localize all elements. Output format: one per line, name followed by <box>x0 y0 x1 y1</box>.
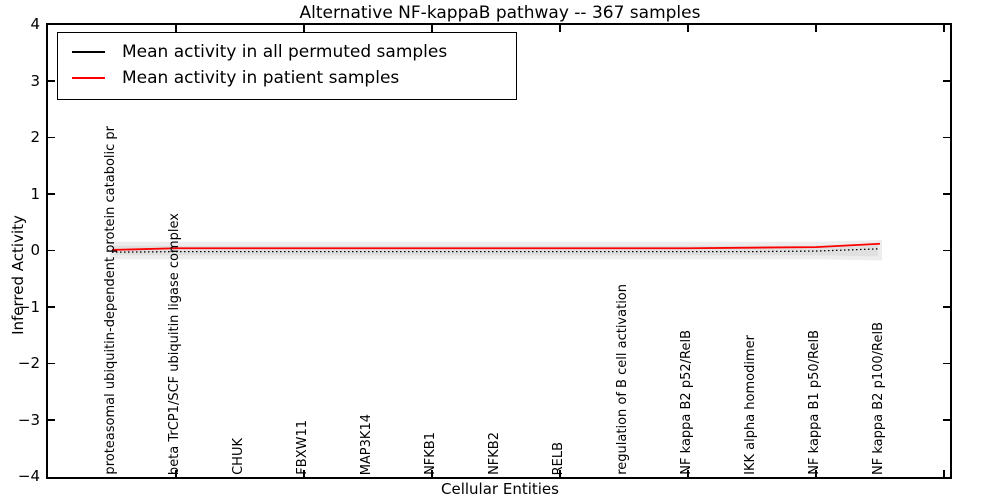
x-tick <box>815 470 817 477</box>
legend-line-swatch <box>72 77 105 79</box>
x-tick <box>303 25 305 32</box>
x-category-label: NF kappa B2 p52/RelB <box>679 330 694 475</box>
y-tick <box>943 306 950 308</box>
x-tick <box>431 25 433 32</box>
x-tick <box>687 25 689 32</box>
x-tick <box>175 25 177 32</box>
y-tick <box>48 249 55 252</box>
y-tick <box>48 306 55 308</box>
series-line-0 <box>111 248 881 253</box>
x-category-label: beta TrCP1/SCF ubiquitin ligase complex <box>167 212 182 475</box>
x-tick <box>431 470 433 477</box>
x-axis-label: Cellular Entities <box>441 480 559 498</box>
x-tick <box>303 470 305 477</box>
y-tick-label: 0 <box>30 241 40 259</box>
data-lines-canvas <box>110 239 882 261</box>
x-category-label: regulation of B cell activation <box>615 284 630 475</box>
y-tick <box>943 80 950 82</box>
x-category-label: proteasomal ubiquitin-dependent protein … <box>103 126 118 475</box>
x-tick <box>175 470 177 477</box>
legend-line-swatch <box>72 51 105 53</box>
legend-entry: Mean activity in all permuted samples <box>58 39 516 65</box>
y-tick <box>943 249 950 252</box>
x-category-label: RELB <box>551 441 566 475</box>
y-tick <box>943 136 950 139</box>
x-category-label: MAP3K14 <box>359 413 374 475</box>
x-tick <box>687 470 689 477</box>
y-tick <box>48 193 55 195</box>
y-tick <box>943 419 950 421</box>
chart-title: Alternative NF-kappaB pathway -- 367 sam… <box>299 3 701 23</box>
legend-label: Mean activity in patient samples <box>122 68 400 88</box>
x-category-label: IKK alpha homodimer <box>743 335 758 475</box>
y-tick-label: −4 <box>17 467 40 485</box>
x-category-label: FBXW11 <box>295 420 310 475</box>
y-tick-label: 1 <box>30 184 40 203</box>
x-tick <box>943 25 945 32</box>
legend-box: Mean activity in all permuted samples Mea… <box>57 32 517 100</box>
x-category-label: CHUK <box>231 438 246 475</box>
y-tick-label: −2 <box>17 354 40 372</box>
legend-label: Mean activity in all permuted samples <box>122 42 448 62</box>
x-category-label: NF kappa B2 p100/RelB <box>871 322 886 475</box>
y-tick-label: 3 <box>30 71 40 90</box>
y-tick <box>48 80 55 82</box>
y-tick <box>943 362 950 365</box>
y-tick <box>48 362 55 365</box>
y-tick-label: −1 <box>17 297 40 316</box>
series-line-1 <box>111 242 881 251</box>
x-category-label: NFKB1 <box>423 432 438 475</box>
x-tick <box>559 470 561 477</box>
y-tick <box>48 136 55 139</box>
x-tick <box>815 25 817 32</box>
y-tick-label: −3 <box>17 410 40 429</box>
legend-entry: Mean activity in patient samples <box>58 65 516 91</box>
x-category-label: NFKB2 <box>487 432 502 475</box>
x-category-label: NF kappa B1 p50/RelB <box>807 330 822 475</box>
y-tick <box>943 193 950 195</box>
y-tick-label: 2 <box>30 128 40 146</box>
y-tick-label: 4 <box>30 15 40 33</box>
y-tick <box>48 419 55 421</box>
x-tick <box>943 470 945 477</box>
x-tick <box>559 25 561 32</box>
permuted-spread-band <box>110 239 882 261</box>
y-axis-label: Inferred Activity <box>9 215 27 335</box>
